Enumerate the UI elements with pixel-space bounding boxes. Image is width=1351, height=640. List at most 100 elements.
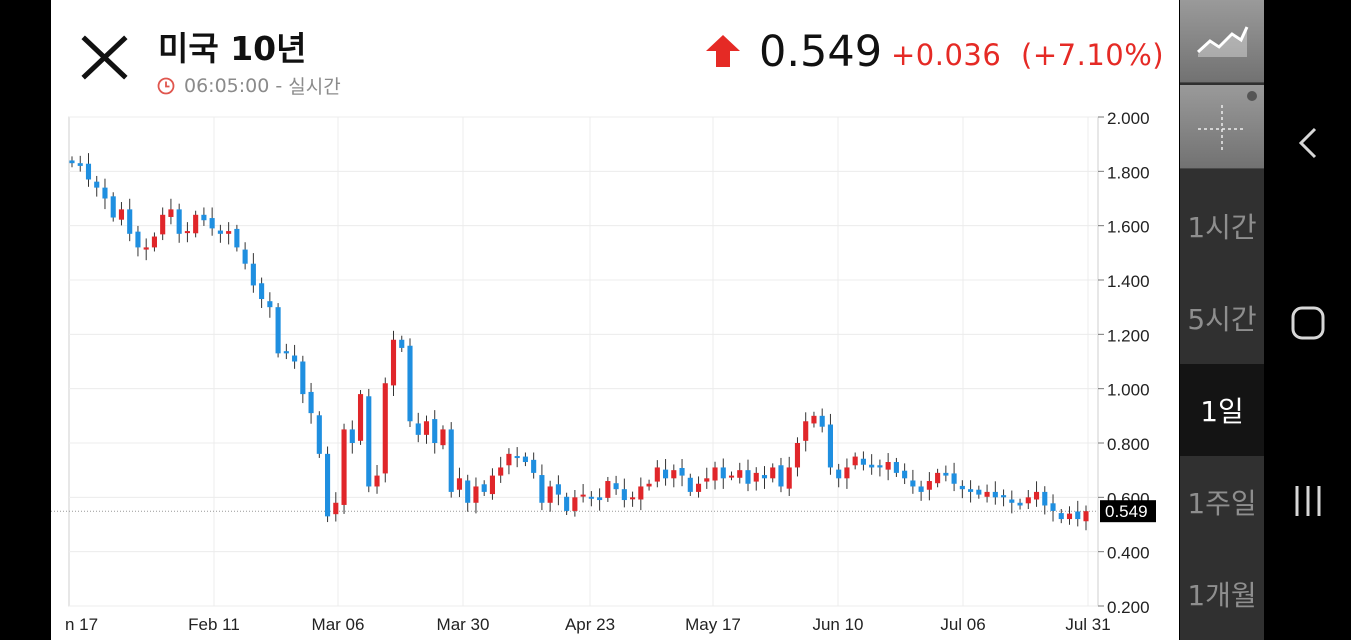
candle-body xyxy=(300,361,306,395)
candle xyxy=(679,459,685,487)
candle xyxy=(1033,481,1040,507)
candle-body xyxy=(836,469,842,479)
candle-body xyxy=(976,489,982,495)
candle xyxy=(539,464,545,511)
candle xyxy=(885,453,891,481)
price-chart[interactable]: 2.0001.8001.6001.4001.2001.0000.8000.600… xyxy=(51,110,1179,640)
candle-body xyxy=(193,214,199,234)
candle xyxy=(1025,489,1031,510)
candle xyxy=(860,451,866,471)
candle-body xyxy=(250,263,256,286)
candle xyxy=(794,437,801,477)
close-button[interactable] xyxy=(78,30,132,84)
candle-body xyxy=(275,307,281,354)
candle xyxy=(85,153,92,187)
candle-body xyxy=(176,209,182,234)
candle xyxy=(712,461,718,490)
candle-body xyxy=(292,355,298,362)
candle xyxy=(778,457,784,493)
axis-labels: 2.0001.8001.6001.4001.2001.0000.8000.600… xyxy=(65,110,1156,634)
candle-body xyxy=(201,214,207,221)
candle-body xyxy=(745,470,751,484)
candle xyxy=(646,479,652,491)
candle-body xyxy=(1050,503,1056,511)
y-tick-label: 0.800 xyxy=(1107,435,1150,454)
candle-body xyxy=(630,497,636,500)
candle xyxy=(1001,489,1007,507)
candle xyxy=(761,466,768,489)
home-button[interactable] xyxy=(1265,292,1351,354)
candle xyxy=(514,447,520,468)
candle xyxy=(819,408,825,433)
candle-body xyxy=(127,209,133,234)
candle xyxy=(151,232,157,252)
candle-body xyxy=(984,491,990,497)
y-tick-label: 0.400 xyxy=(1107,544,1150,563)
interval-1d-button[interactable]: 1일 xyxy=(1180,364,1264,456)
candle xyxy=(613,475,619,495)
candle xyxy=(292,344,298,369)
candle xyxy=(357,390,364,445)
candle xyxy=(910,469,916,494)
candle xyxy=(160,207,166,241)
interval-1w-button[interactable]: 1주일 xyxy=(1187,487,1257,520)
candle xyxy=(522,452,528,467)
plot-frame xyxy=(68,116,1099,607)
candle-body xyxy=(135,231,141,248)
candle-body xyxy=(102,187,108,199)
candle-body xyxy=(456,478,463,490)
chart-type-button[interactable] xyxy=(1180,0,1264,83)
x-tick-label: Apr 23 xyxy=(565,615,615,634)
candle xyxy=(720,458,726,489)
candle-body xyxy=(110,196,116,218)
candle xyxy=(77,155,83,172)
candle-body xyxy=(226,231,232,234)
y-tick-label: 1.000 xyxy=(1107,381,1150,400)
candle-body xyxy=(712,467,718,481)
candle-body xyxy=(580,494,586,497)
clock-icon xyxy=(157,77,175,94)
candle-body xyxy=(390,339,397,386)
candle xyxy=(869,454,875,475)
separator: - xyxy=(269,74,289,97)
candle-body xyxy=(69,160,75,164)
back-button[interactable] xyxy=(1265,112,1351,174)
x-tick-label: Jul 06 xyxy=(940,615,985,634)
current-price: 0.549 xyxy=(759,27,883,77)
x-tick-label: n 17 xyxy=(65,615,98,634)
y-tick-label: 1.200 xyxy=(1107,326,1150,345)
system-navigation-bar xyxy=(1265,0,1351,640)
candle-body xyxy=(918,486,924,492)
candle xyxy=(1050,494,1056,522)
candle xyxy=(349,420,355,454)
candle xyxy=(226,222,232,245)
candle xyxy=(580,484,586,503)
candle-body xyxy=(539,475,545,503)
candle-body xyxy=(1075,511,1081,520)
candle xyxy=(201,207,207,226)
home-icon xyxy=(1291,306,1325,340)
candle-body xyxy=(1042,491,1048,506)
candle xyxy=(267,292,273,318)
candle xyxy=(1009,490,1015,514)
candle-body xyxy=(432,419,438,443)
candle-body xyxy=(1009,499,1015,503)
candle xyxy=(1058,509,1064,524)
interval-1m-button[interactable]: 1개월 xyxy=(1187,579,1257,612)
candle-body xyxy=(902,470,908,479)
interval-5h-button[interactable]: 5시간 xyxy=(1187,303,1257,336)
candle xyxy=(118,202,125,226)
candle-body xyxy=(531,459,537,473)
line-chart-icon xyxy=(1196,26,1249,57)
candle xyxy=(811,411,817,428)
candle xyxy=(1066,506,1073,525)
candle xyxy=(547,480,553,512)
interval-1h-button[interactable]: 1시간 xyxy=(1187,211,1257,244)
candle-body xyxy=(234,228,240,248)
candle xyxy=(555,475,561,506)
crosshair-icon xyxy=(1198,91,1257,153)
recent-apps-button[interactable] xyxy=(1265,470,1351,532)
candle xyxy=(687,473,693,496)
candle-body xyxy=(316,415,322,454)
crosshair-button[interactable] xyxy=(1180,85,1264,169)
